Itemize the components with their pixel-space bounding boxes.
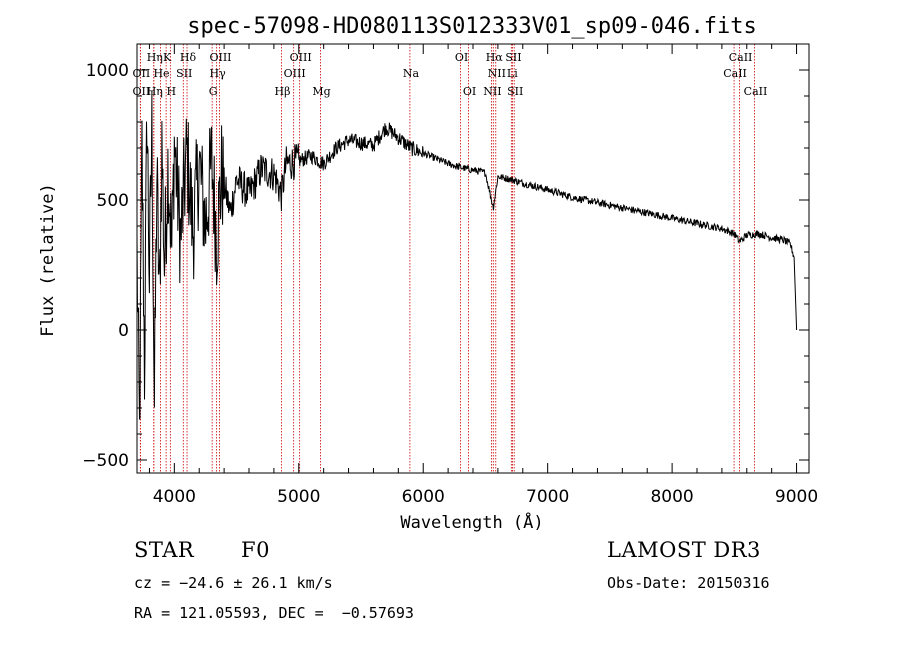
spectral-line-label: Hα bbox=[486, 51, 504, 64]
x-tick-label: 7000 bbox=[526, 487, 569, 507]
spectral-line-label: OIII bbox=[284, 67, 306, 80]
spectral-line-label: NII bbox=[483, 85, 501, 98]
spectral-line-label: Hδ bbox=[180, 51, 197, 64]
spectral-line-label: Hγ bbox=[210, 67, 227, 80]
spectrum-series-line bbox=[136, 90, 798, 420]
spectral-line-label: OII bbox=[133, 67, 151, 80]
spectral-line-label: SII bbox=[176, 67, 192, 80]
object-class: STAR bbox=[134, 538, 195, 562]
spectral-line-markers bbox=[139, 44, 755, 473]
spectral-line-label: Hβ bbox=[275, 85, 291, 98]
coordinates: RA = 121.05593, DEC = −0.57693 bbox=[134, 604, 414, 622]
y-tick-label: −500 bbox=[82, 451, 129, 471]
redshift-velocity: cz = −24.6 ± 26.1 km/s bbox=[134, 574, 333, 592]
spectral-line-label: Hη bbox=[147, 85, 163, 98]
x-tick-label: 4000 bbox=[153, 487, 196, 507]
y-tick-label: 500 bbox=[97, 191, 129, 211]
spectral-line-label: Mg bbox=[312, 85, 330, 98]
spectral-line-label: OIII bbox=[209, 51, 231, 64]
x-tick-label: 9000 bbox=[775, 487, 818, 507]
y-tick-label: 0 bbox=[118, 321, 129, 341]
spectral-line-label: NII bbox=[488, 67, 506, 80]
x-axis-ticks: 4000 5000 6000 7000 8000 9000 bbox=[148, 44, 818, 507]
spectral-line-label: SII bbox=[505, 51, 521, 64]
x-axis-label: Wavelength (Å) bbox=[400, 511, 543, 533]
spectral-line-label: G bbox=[209, 85, 218, 98]
spectral-line-label: OIII bbox=[290, 51, 312, 64]
spectral-line-label: H bbox=[167, 85, 177, 98]
spectral-line-label: OI bbox=[455, 51, 468, 64]
x-tick-label: 5000 bbox=[277, 487, 320, 507]
spectral-line-label: Hη bbox=[147, 51, 163, 64]
y-axis-label: Flux (relative) bbox=[38, 183, 58, 337]
spectral-subclass: F0 bbox=[241, 538, 270, 562]
chart-title: spec-57098-HD080113S012333V01_sp09-046.f… bbox=[187, 14, 757, 39]
y-axis-ticks: −500 0 500 1000 bbox=[82, 61, 809, 471]
spectral-line-label: CaII bbox=[744, 85, 768, 98]
spectral-line-label: Na bbox=[403, 67, 420, 80]
x-tick-label: 8000 bbox=[650, 487, 693, 507]
spectral-line-label: He bbox=[153, 67, 169, 80]
spectral-line-label: OI bbox=[463, 85, 476, 98]
spectral-line-label: CaII bbox=[723, 67, 747, 80]
spectral-line-label: SII bbox=[507, 85, 523, 98]
plot-frame bbox=[136, 43, 810, 474]
x-tick-label: 6000 bbox=[402, 487, 445, 507]
spectral-line-label: CaII bbox=[729, 51, 753, 64]
y-tick-label: 1000 bbox=[86, 61, 129, 81]
survey-name: LAMOST DR3 bbox=[607, 538, 761, 562]
spectral-line-label: Li bbox=[507, 67, 518, 80]
spectral-line-label: K bbox=[163, 51, 172, 64]
observation-date: Obs-Date: 20150316 bbox=[607, 574, 770, 592]
